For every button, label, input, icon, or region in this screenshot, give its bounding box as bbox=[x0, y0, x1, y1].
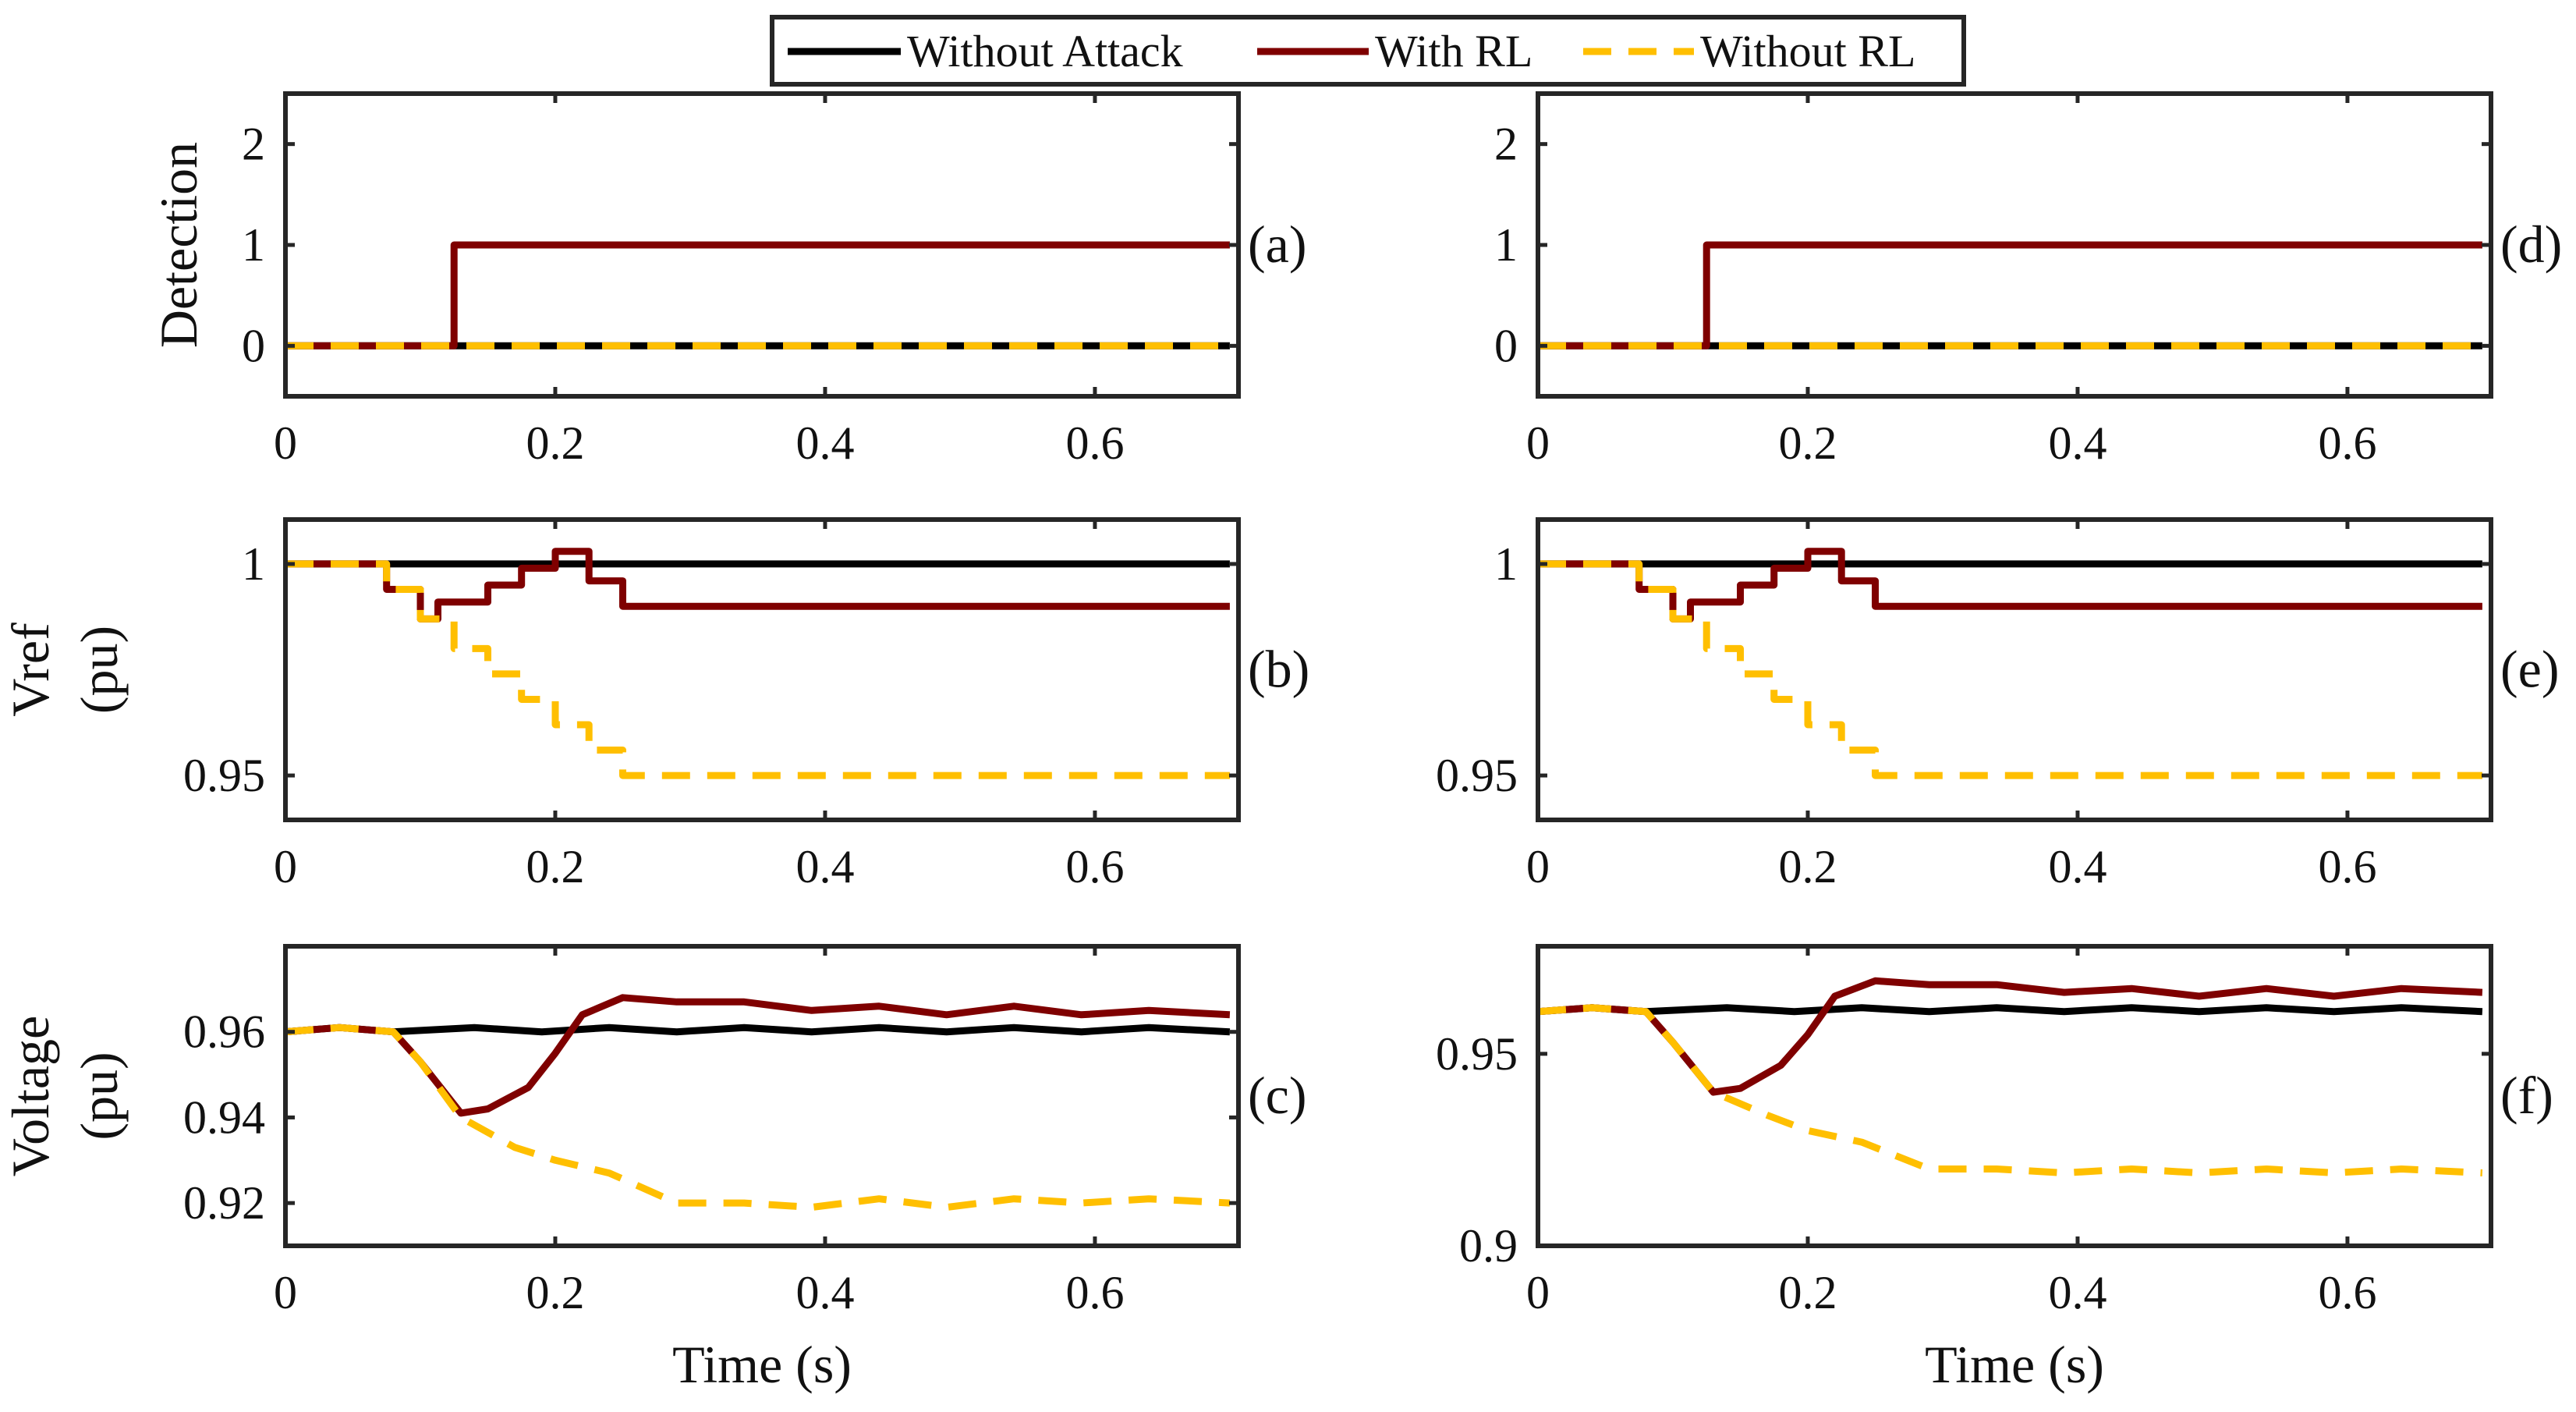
legend-label-with-rl: With RL bbox=[1375, 26, 1532, 76]
panel-e: 0 0.2 0.4 0.6 0.95 1 (e) bbox=[1436, 517, 2559, 892]
y-tick-label: 1 bbox=[242, 219, 265, 271]
series-line-without-rl bbox=[1538, 1004, 2483, 1176]
panel-label: (b) bbox=[1248, 640, 1309, 699]
x-tick-label: 0.2 bbox=[1778, 841, 1837, 892]
panel-label: (e) bbox=[2500, 640, 2559, 699]
x-tick-label: 0.4 bbox=[795, 841, 854, 892]
y-tick-label: 0.9 bbox=[1459, 1220, 1518, 1272]
y-axis-label: (pu) bbox=[69, 1052, 129, 1140]
x-tick-label: 0 bbox=[1526, 1267, 1550, 1318]
x-axis-label: Time (s) bbox=[1925, 1335, 2104, 1394]
panel-label: (f) bbox=[2500, 1066, 2553, 1125]
series-line-without-attack bbox=[1538, 1004, 2483, 1016]
y-tick-label: 0 bbox=[1494, 320, 1518, 371]
y-tick-label: 0 bbox=[242, 320, 265, 371]
x-tick-label: 0.2 bbox=[526, 841, 584, 892]
y-tick-label: 1 bbox=[242, 538, 265, 590]
x-tick-label: 0.4 bbox=[2048, 417, 2107, 469]
y-tick-label: 0.95 bbox=[1436, 750, 1518, 801]
x-tick-label: 0.6 bbox=[2318, 1267, 2376, 1318]
y-axis-label: Detection bbox=[149, 142, 208, 348]
series-line-with-rl bbox=[1538, 977, 2483, 1096]
x-tick-label: 0 bbox=[1526, 841, 1550, 892]
series-line-without-rl bbox=[1538, 560, 2482, 779]
series-line-without-rl bbox=[285, 560, 1230, 779]
y-tick-label: 1 bbox=[1494, 219, 1518, 271]
axes-frame bbox=[1536, 517, 2493, 822]
series-line-with-rl bbox=[285, 241, 1230, 349]
x-tick-label: 0.2 bbox=[1778, 1267, 1837, 1318]
series-line-without-rl bbox=[285, 1024, 1231, 1212]
y-tick-label: 1 bbox=[1494, 538, 1518, 590]
panel-d: 0 0.2 0.4 0.6 0 1 2 (d) bbox=[1494, 91, 2562, 469]
y-tick-label: 0.94 bbox=[183, 1091, 265, 1143]
legend-label-without-rl: Without RL bbox=[1700, 26, 1915, 76]
panel-label: (a) bbox=[1248, 215, 1306, 274]
x-tick-label: 0 bbox=[274, 841, 297, 892]
legend: Without Attack With RL Without RL bbox=[770, 15, 1966, 87]
x-tick-label: 0.2 bbox=[1778, 417, 1837, 469]
series-group bbox=[1538, 977, 2483, 1176]
series-group bbox=[285, 994, 1231, 1212]
x-tick-label: 0.6 bbox=[2318, 841, 2376, 892]
panel-b: 0 0.2 0.4 0.6 0.95 1 (b) Vref (pu) bbox=[1, 517, 1309, 892]
panel-f: 0 0.2 0.4 0.6 0.9 0.95 (f) Time (s) bbox=[1436, 944, 2553, 1394]
x-tick-label: 0.6 bbox=[1065, 841, 1124, 892]
y-tick-label: 0.95 bbox=[183, 750, 265, 801]
y-tick-label: 2 bbox=[242, 119, 265, 170]
x-tick-label: 0 bbox=[274, 417, 297, 469]
x-tick-label: 0.4 bbox=[795, 417, 854, 469]
y-axis-label: (pu) bbox=[69, 626, 129, 714]
series-line-with-rl bbox=[285, 994, 1231, 1117]
panel-label: (c) bbox=[1248, 1066, 1306, 1125]
y-tick-label: 0.95 bbox=[1436, 1028, 1518, 1080]
x-tick-label: 0.4 bbox=[2048, 1267, 2107, 1318]
series-group bbox=[285, 241, 1230, 349]
x-axis-label: Time (s) bbox=[672, 1335, 852, 1394]
series-group bbox=[1538, 241, 2482, 349]
series-group bbox=[285, 548, 1230, 779]
y-tick-label: 0.92 bbox=[183, 1177, 265, 1229]
x-tick-label: 0 bbox=[1526, 417, 1550, 469]
x-tick-label: 0.4 bbox=[2048, 841, 2107, 892]
y-axis-label: Voltage bbox=[1, 1016, 60, 1177]
x-tick-label: 0.2 bbox=[526, 417, 584, 469]
panel-c: 0 0.2 0.4 0.6 0.92 0.94 0.96 (c) Voltage (pu) Time… bbox=[1, 944, 1306, 1394]
panel-label: (d) bbox=[2500, 215, 2562, 274]
y-axis-label: Vref bbox=[1, 623, 60, 717]
legend-label-without-attack: Without Attack bbox=[907, 26, 1183, 76]
x-tick-label: 0 bbox=[274, 1267, 297, 1318]
x-tick-label: 0.4 bbox=[795, 1267, 854, 1318]
series-line-without-attack bbox=[285, 1024, 1231, 1036]
panel-a: 0 0.2 0.4 0.6 0 1 2 (a) Detection bbox=[149, 91, 1306, 469]
series-group bbox=[1538, 548, 2482, 779]
x-tick-label: 0.6 bbox=[1065, 417, 1124, 469]
axes-frame bbox=[283, 944, 1241, 1248]
x-tick-label: 0.6 bbox=[2318, 417, 2376, 469]
x-tick-label: 0.2 bbox=[526, 1267, 584, 1318]
y-tick-label: 0.96 bbox=[183, 1006, 265, 1058]
x-tick-label: 0.6 bbox=[1065, 1267, 1124, 1318]
series-line-with-rl bbox=[1538, 241, 2482, 349]
axes-frame bbox=[283, 517, 1241, 822]
axes-frame bbox=[1536, 944, 2493, 1248]
y-tick-label: 2 bbox=[1494, 119, 1518, 170]
